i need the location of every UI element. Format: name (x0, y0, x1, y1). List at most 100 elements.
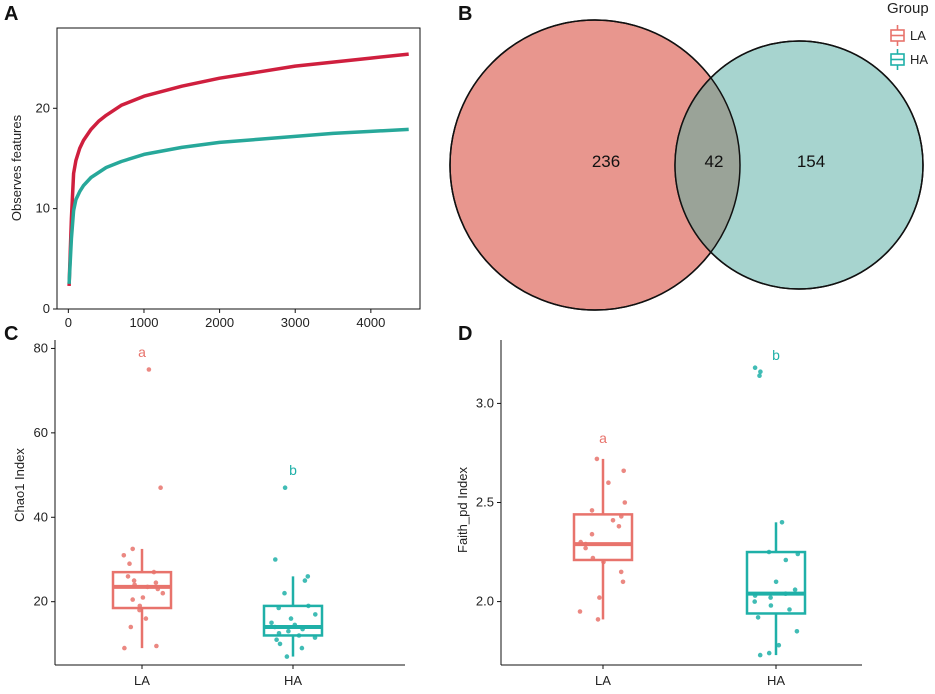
data-point (306, 603, 311, 609)
venn-panel: 236 42 154 Group LA HA (449, 0, 929, 311)
data-point (757, 652, 763, 658)
data-point (776, 642, 782, 648)
panel-label-a: A (4, 3, 18, 25)
panel-d-ylabel: Faith_pd Index (455, 467, 470, 554)
data-point (296, 633, 302, 638)
data-point (299, 645, 305, 651)
x-tick-label: HA (284, 673, 302, 688)
data-point (131, 578, 137, 583)
data-point (610, 518, 616, 523)
data-point (286, 628, 291, 634)
data-point (768, 595, 773, 600)
significance-letter: b (772, 347, 780, 363)
data-point (755, 615, 761, 620)
panel-label-b: B (458, 3, 472, 25)
data-point (783, 591, 788, 596)
y-tick-label: 2.5 (476, 495, 494, 510)
data-point (274, 637, 279, 642)
data-point (312, 635, 318, 640)
data-point (125, 574, 131, 579)
x-tick-label: 2000 (205, 315, 234, 330)
data-point (792, 587, 798, 592)
data-point (752, 593, 758, 598)
x-tick-label: 3000 (281, 315, 310, 330)
data-point (583, 541, 588, 547)
legend: Group LA HA (887, 0, 929, 70)
data-point (618, 569, 624, 575)
data-point (282, 590, 287, 596)
data-point (752, 599, 757, 604)
data-point (752, 365, 758, 371)
data-point (779, 520, 785, 525)
data-point (616, 524, 622, 529)
y-tick-label: 0 (43, 301, 50, 316)
y-tick-label: 2.0 (476, 594, 494, 609)
data-point (121, 553, 127, 558)
data-point (577, 609, 583, 614)
box-la: a (111, 344, 173, 651)
data-point (140, 595, 146, 600)
data-point (288, 616, 294, 621)
data-point (137, 607, 142, 613)
series-line-ha (67, 127, 409, 284)
y-tick-label: 40 (34, 509, 48, 524)
data-point (276, 631, 282, 636)
data-point (272, 624, 278, 630)
data-point (795, 551, 801, 557)
data-point (622, 500, 628, 505)
data-point (621, 468, 626, 474)
y-tick-label: 10 (36, 201, 50, 216)
x-tick-label: 0 (65, 315, 72, 330)
y-tick-label: 3.0 (476, 395, 494, 410)
data-point (794, 629, 800, 634)
panel-a-ylabel: Observes features (9, 114, 24, 221)
significance-letter: b (289, 462, 297, 478)
panel-label-d: D (458, 323, 472, 345)
data-point (757, 373, 762, 379)
data-point (601, 559, 606, 565)
data-point (595, 617, 601, 622)
data-point (130, 597, 135, 602)
data-point (282, 485, 288, 491)
y-tick-label: 80 (34, 340, 48, 355)
data-point (766, 650, 772, 656)
series-line-la (67, 52, 409, 286)
panel-a-frame (56, 27, 421, 310)
legend-key-ha (890, 49, 905, 70)
faith-pd-panel: Faith_pd Index 2.0 2.5 3.0 LA HA a b (455, 340, 862, 688)
legend-title: Group (887, 0, 929, 17)
chao1-panel: Chao1 Index 20 40 60 80 LA HA a b (12, 340, 405, 688)
data-point (578, 539, 583, 545)
significance-letter: a (138, 344, 146, 360)
data-point (302, 578, 308, 583)
data-point (620, 579, 626, 585)
x-tick-label: HA (767, 673, 785, 688)
data-point (122, 645, 127, 651)
data-point (158, 485, 163, 491)
data-point (766, 549, 772, 555)
data-point (583, 545, 588, 551)
data-point (594, 456, 600, 462)
data-point (269, 620, 274, 626)
data-point (589, 508, 595, 513)
panel-c-ylabel: Chao1 Index (12, 448, 27, 522)
rarefaction-panel: Observes features 0 10 20 0 1000 2000 3000 4000 (9, 27, 421, 330)
box-iqr (111, 570, 173, 610)
data-point (305, 574, 311, 579)
data-point (606, 480, 611, 486)
data-point (292, 622, 298, 628)
legend-label-ha: HA (910, 52, 928, 67)
data-point (277, 641, 283, 647)
data-point (589, 531, 595, 537)
data-point (160, 590, 166, 596)
data-point (773, 579, 779, 585)
data-point (143, 616, 149, 621)
venn-count-shared: 42 (705, 152, 724, 171)
venn-count-ha-only: 154 (797, 152, 825, 171)
data-point (132, 582, 137, 588)
legend-label-la: LA (910, 28, 926, 43)
box-ha: b (262, 462, 324, 659)
data-point (145, 584, 150, 590)
box-iqr (745, 550, 807, 615)
